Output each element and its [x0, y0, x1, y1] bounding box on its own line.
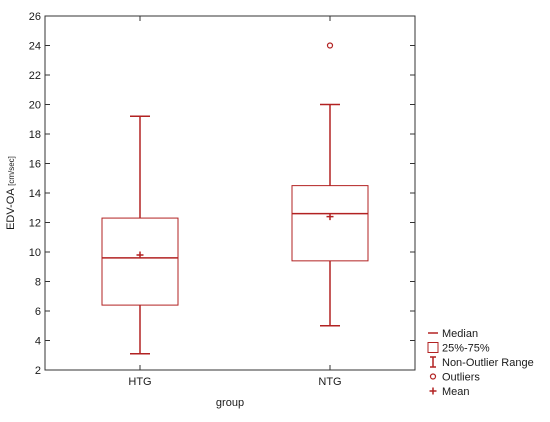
x-tick-label: NTG	[318, 376, 341, 388]
y-axis-title-text: EDV-OA	[5, 188, 17, 230]
legend-mean-swatch	[429, 387, 437, 395]
legend-label: Median	[442, 328, 478, 340]
y-tick-label: 24	[29, 41, 41, 53]
mean-marker	[326, 213, 334, 221]
legend-label: Mean	[442, 386, 470, 398]
legend-item-outlier: Outliers	[429, 372, 480, 384]
outlier-point	[326, 42, 334, 49]
boxes	[101, 42, 369, 355]
x-axis-title: group	[216, 397, 244, 409]
box-group-ntg	[291, 42, 369, 327]
legend-box-swatch	[427, 342, 439, 353]
y-tick-label: 26	[29, 11, 41, 23]
legend-item-box: 25%-75%	[427, 342, 490, 355]
legend-item-median: Median	[428, 328, 478, 340]
y-axis-title: EDV-OA [cm/sec]	[5, 156, 17, 230]
legend-item-range: Non-Outlier Range	[430, 356, 534, 369]
legend-label: Outliers	[442, 372, 480, 384]
y-tick-label: 16	[29, 159, 41, 171]
y-tick-label: 6	[35, 306, 41, 318]
y-tick-label: 22	[29, 70, 41, 82]
y-tick-label: 2	[35, 365, 41, 377]
y-tick-label: 10	[29, 247, 41, 259]
y-axis-unit: [cm/sec]	[7, 156, 16, 186]
legend: Median 25%-75% Non-Outlier Range Outliers Me…	[427, 328, 534, 398]
iqr-box	[101, 217, 179, 306]
y-tick-label: 12	[29, 218, 41, 230]
legend-item-mean: Mean	[429, 386, 470, 398]
iqr-box	[291, 185, 369, 262]
y-tick-label: 18	[29, 129, 41, 141]
box-group-htg	[101, 115, 179, 355]
y-tick-label: 8	[35, 277, 41, 289]
y-tick-label: 4	[35, 336, 41, 348]
legend-label: 25%-75%	[442, 343, 490, 355]
y-tick-label: 14	[29, 188, 41, 200]
legend-label: Non-Outlier Range	[442, 357, 534, 369]
x-tick-label: HTG	[128, 376, 151, 388]
x-axis: HTG NTG	[128, 16, 342, 388]
mean-marker	[136, 251, 144, 259]
y-tick-label: 20	[29, 100, 41, 112]
legend-outlier-swatch	[429, 373, 437, 380]
legend-range-swatch	[430, 356, 436, 368]
